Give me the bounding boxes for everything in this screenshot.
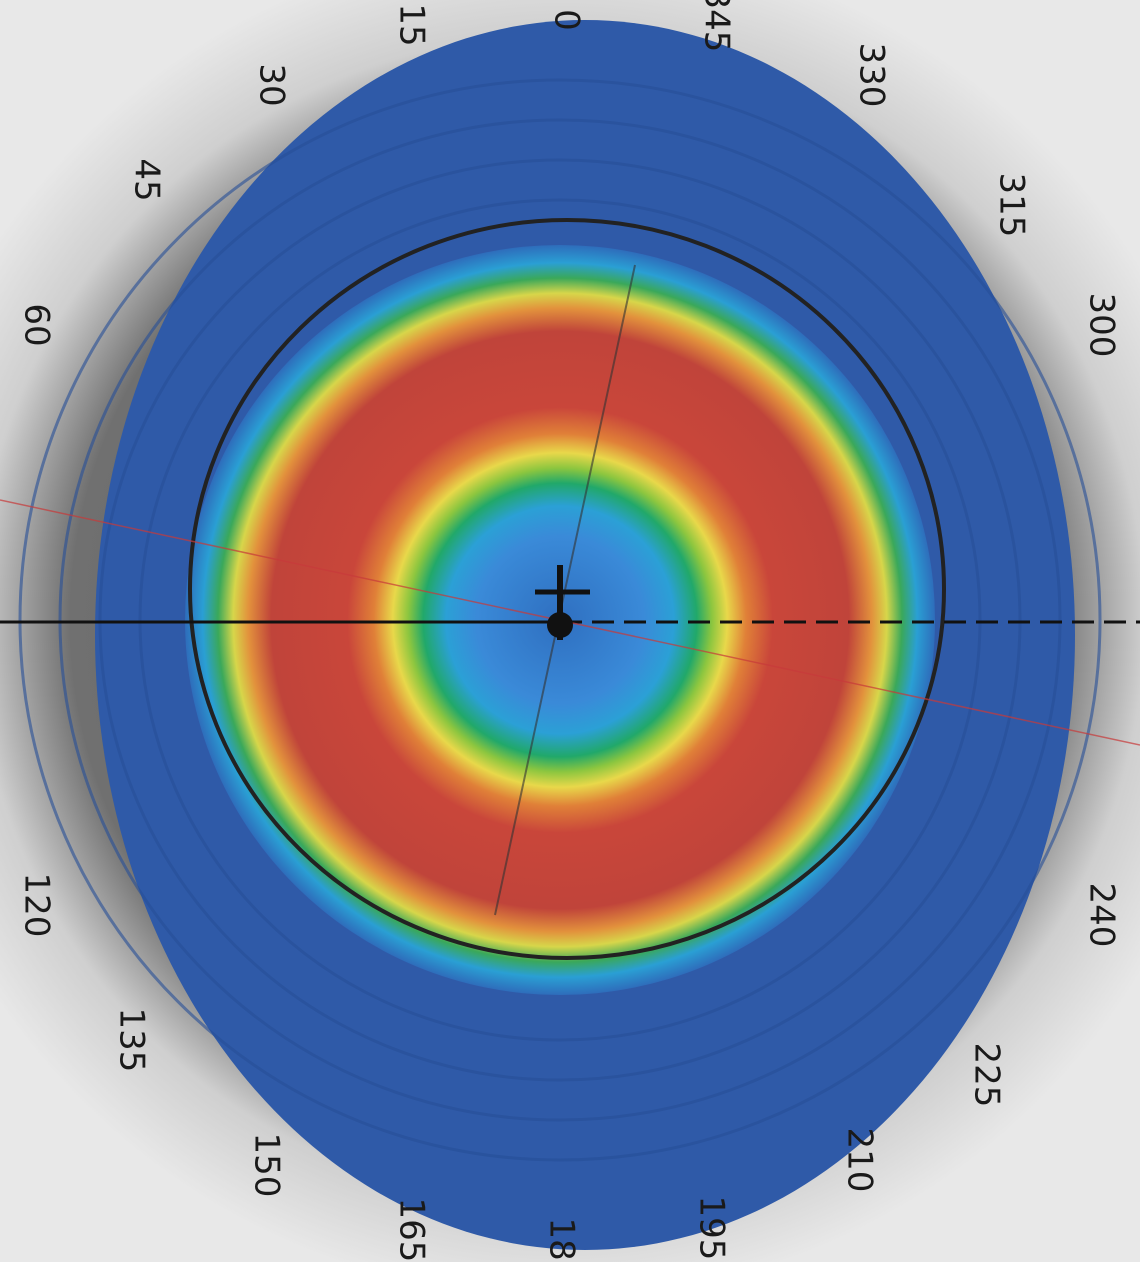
topography-map: 0 15 30 45 60 120 135 150 165 180 195 210 225 240 300 3… bbox=[0, 0, 1140, 1262]
angle-label: 315 bbox=[992, 173, 1032, 238]
angle-label: 15 bbox=[392, 3, 432, 46]
angle-label: 345 bbox=[697, 0, 737, 52]
angle-label: 165 bbox=[392, 1198, 432, 1262]
angle-label: 210 bbox=[840, 1128, 880, 1193]
angle-label: 60 bbox=[17, 303, 57, 346]
angle-label: 120 bbox=[17, 873, 57, 938]
angle-label: 225 bbox=[967, 1043, 1007, 1108]
angle-label: 330 bbox=[852, 43, 892, 108]
angle-label: 180 bbox=[542, 1218, 582, 1262]
angle-label: 30 bbox=[252, 63, 292, 106]
angle-label: 45 bbox=[127, 158, 167, 201]
angle-label: 135 bbox=[112, 1008, 152, 1073]
page: 0 15 30 45 60 120 135 150 165 180 195 210 225 240 300 3… bbox=[0, 0, 1140, 1262]
angle-label: 300 bbox=[1082, 293, 1122, 358]
angle-label: 150 bbox=[247, 1133, 287, 1198]
angle-label: 240 bbox=[1082, 883, 1122, 948]
angle-label: 0 bbox=[547, 9, 587, 31]
angle-label: 195 bbox=[692, 1196, 732, 1261]
